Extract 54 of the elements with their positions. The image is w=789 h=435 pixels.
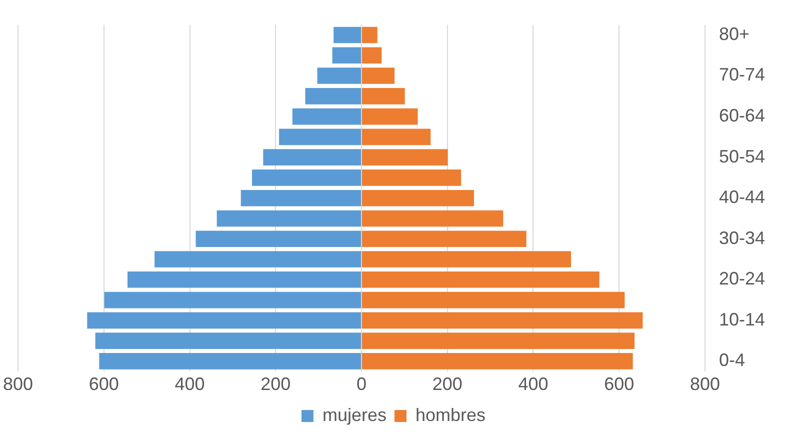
bar: [317, 68, 361, 84]
bar: [362, 128, 431, 146]
bar: [362, 312, 643, 329]
bar: [87, 312, 361, 329]
x-tick-label: 0: [356, 374, 366, 394]
x-tick-label: 200: [260, 374, 291, 394]
bar: [362, 230, 526, 248]
bar: [252, 170, 361, 186]
x-tick-label: 800: [690, 374, 720, 394]
bar: [362, 149, 448, 166]
bar: [362, 272, 600, 288]
bar: [263, 149, 361, 166]
y-tick-label: 10-14: [718, 309, 766, 330]
bar: [292, 108, 361, 125]
x-tick-label: 400: [518, 374, 548, 394]
legend-label: hombres: [415, 404, 486, 425]
bar: [216, 210, 361, 227]
bar: [362, 251, 572, 268]
x-tick-label: 800: [2, 374, 34, 394]
bar: [362, 190, 474, 206]
bar: [196, 230, 361, 248]
bar: [362, 68, 395, 84]
bar: [362, 170, 462, 186]
y-tick-label: 20-24: [718, 268, 766, 289]
bar: [104, 292, 361, 308]
bar: [128, 272, 361, 288]
y-tick-label: 60-64: [718, 106, 766, 126]
x-tick-label: 600: [88, 374, 119, 394]
y-tick-label: 70-74: [718, 64, 766, 85]
bar: [99, 353, 361, 370]
bar: [362, 47, 382, 64]
bar: [362, 26, 378, 44]
bar: [362, 88, 405, 104]
bar: [362, 210, 504, 227]
bar: [362, 332, 635, 349]
bar: [334, 26, 361, 44]
bar: [279, 128, 361, 146]
y-tick-label: 30-34: [718, 228, 766, 248]
bar: [95, 332, 361, 349]
bar: [305, 88, 361, 104]
bar: [332, 47, 361, 64]
x-tick-label: 200: [432, 374, 462, 394]
bar: [154, 251, 361, 268]
y-tick-label: 80+: [718, 24, 750, 44]
y-tick-label: 0-4: [718, 350, 745, 370]
bar: [362, 292, 625, 308]
y-tick-label: 40-44: [718, 187, 766, 208]
legend-label: mujeres: [322, 404, 387, 425]
x-tick-label: 400: [174, 374, 205, 394]
bar: [362, 353, 633, 370]
y-tick-label: 50-54: [718, 146, 766, 166]
bar: [240, 190, 361, 206]
bar: [362, 108, 418, 125]
x-tick-label: 600: [604, 374, 634, 394]
